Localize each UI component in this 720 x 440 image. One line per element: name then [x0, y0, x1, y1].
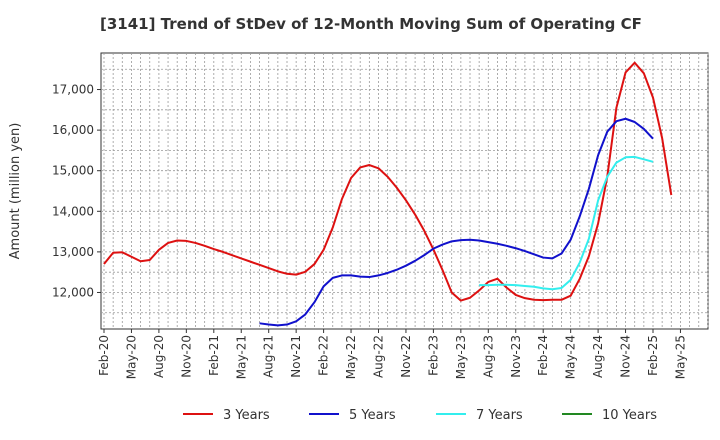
x-tick-label: Feb-20: [97, 335, 111, 376]
x-tick-label: Aug-23: [481, 335, 495, 378]
x-tick-label: Feb-21: [207, 335, 221, 376]
series-line-7-years: [479, 155, 654, 291]
y-tick-label: 17,000: [52, 83, 94, 97]
x-tick-label: Aug-20: [152, 335, 166, 378]
legend-label-7-years: 7 Years: [476, 408, 523, 423]
x-tick-label: Aug-21: [262, 335, 276, 378]
x-tick-label: Nov-21: [289, 335, 303, 378]
x-tick-label: Feb-25: [646, 335, 660, 376]
x-tick-label: Aug-24: [591, 335, 605, 378]
x-tick-label: May-20: [124, 335, 138, 379]
x-tick-label: Feb-22: [317, 335, 331, 376]
x-tick-label: Aug-22: [372, 335, 386, 378]
x-tick-label: May-21: [234, 335, 248, 379]
x-tick-label: Nov-24: [619, 335, 633, 378]
x-tick-label: May-22: [344, 335, 358, 379]
legend-label-5-years: 5 Years: [349, 408, 396, 423]
y-tick-label: 14,000: [52, 204, 94, 218]
y-axis-ticks: 12,000 13,000 14,000 15,000 16,000 17,000: [52, 83, 101, 299]
x-tick-label: Nov-22: [399, 335, 413, 378]
x-tick-label: May-24: [564, 335, 578, 379]
y-tick-label: 13,000: [52, 245, 94, 259]
y-tick-label: 15,000: [52, 164, 94, 178]
legend-label-3-years: 3 Years: [223, 408, 270, 423]
plot-area: [100, 52, 709, 330]
grid-lines: [101, 53, 709, 329]
x-axis-ticks: Feb-20 May-20 Aug-20 Nov-20 Feb-21 May-21 Aug-…: [97, 329, 687, 379]
legend-label-10-years: 10 Years: [602, 408, 657, 423]
series-lines: [103, 61, 673, 327]
series-line-3-years: [103, 61, 673, 302]
y-axis-label: Amount (million yen): [8, 123, 23, 260]
y-tick-label: 12,000: [52, 285, 94, 299]
legend: 3 Years 5 Years 7 Years 10 Years: [183, 408, 657, 423]
x-tick-label: May-25: [673, 335, 687, 379]
x-tick-label: Nov-23: [509, 335, 523, 378]
x-tick-label: May-23: [454, 335, 468, 379]
y-tick-label: 16,000: [52, 123, 94, 137]
x-tick-label: Feb-23: [426, 335, 440, 376]
chart-title: [3141] Trend of StDev of 12-Month Moving…: [100, 15, 642, 33]
x-tick-label: Nov-20: [179, 335, 193, 378]
x-tick-label: Feb-24: [536, 335, 550, 376]
series-line-5-years: [259, 117, 654, 327]
